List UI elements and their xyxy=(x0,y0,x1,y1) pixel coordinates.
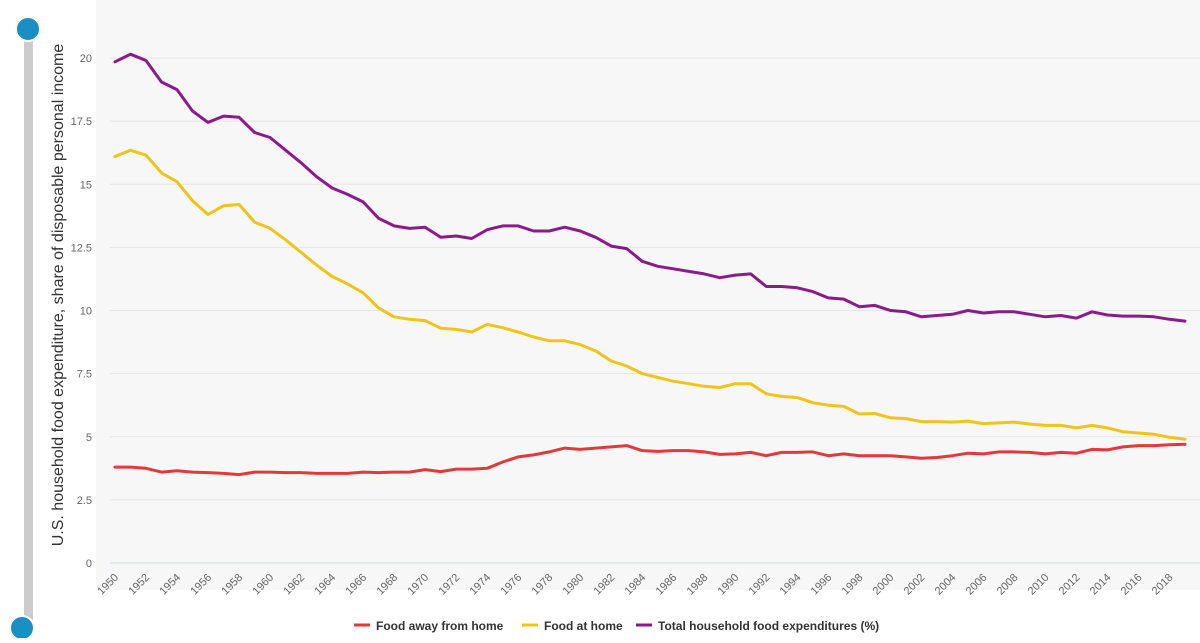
range-slider[interactable] xyxy=(9,16,41,641)
y-tick-label: 2.5 xyxy=(77,495,92,507)
slider-track[interactable] xyxy=(24,30,33,630)
series-line-1[interactable] xyxy=(113,148,1187,441)
series-lines xyxy=(113,52,1187,477)
y-tick-label: 10 xyxy=(80,306,92,318)
gridlines xyxy=(110,57,1200,564)
y-tick-label: 20 xyxy=(80,53,92,65)
legend[interactable]: Food away from home Food at home Total hou… xyxy=(354,619,879,633)
y-tick-label: 17.5 xyxy=(71,116,92,128)
slider-bottom-handle-icon[interactable] xyxy=(9,615,35,641)
slider-top-handle-icon[interactable] xyxy=(15,16,41,42)
y-tick-label: 7.5 xyxy=(77,369,92,381)
y-tick-label: 0 xyxy=(86,558,92,570)
legend-item[interactable]: Food at home xyxy=(522,619,623,633)
legend-label: Total household food expenditures (%) xyxy=(658,619,879,633)
legend-label: Food away from home xyxy=(376,619,504,633)
y-tick-label: 12.5 xyxy=(71,242,92,254)
legend-item[interactable]: Food away from home xyxy=(354,619,504,633)
series-line-0[interactable] xyxy=(113,442,1187,477)
legend-label: Food at home xyxy=(544,619,623,633)
y-tick-label: 15 xyxy=(80,179,92,191)
y-axis-title: U.S. household food expenditure, share o… xyxy=(50,44,67,547)
series-line-2[interactable] xyxy=(113,52,1187,323)
legend-item[interactable]: Total household food expenditures (%) xyxy=(636,619,879,633)
y-axis-ticks: 0 2.5 5 7.5 10 12.5 15 17.5 20 xyxy=(71,53,92,570)
y-tick-label: 5 xyxy=(86,432,92,444)
plot-area xyxy=(96,0,1200,590)
